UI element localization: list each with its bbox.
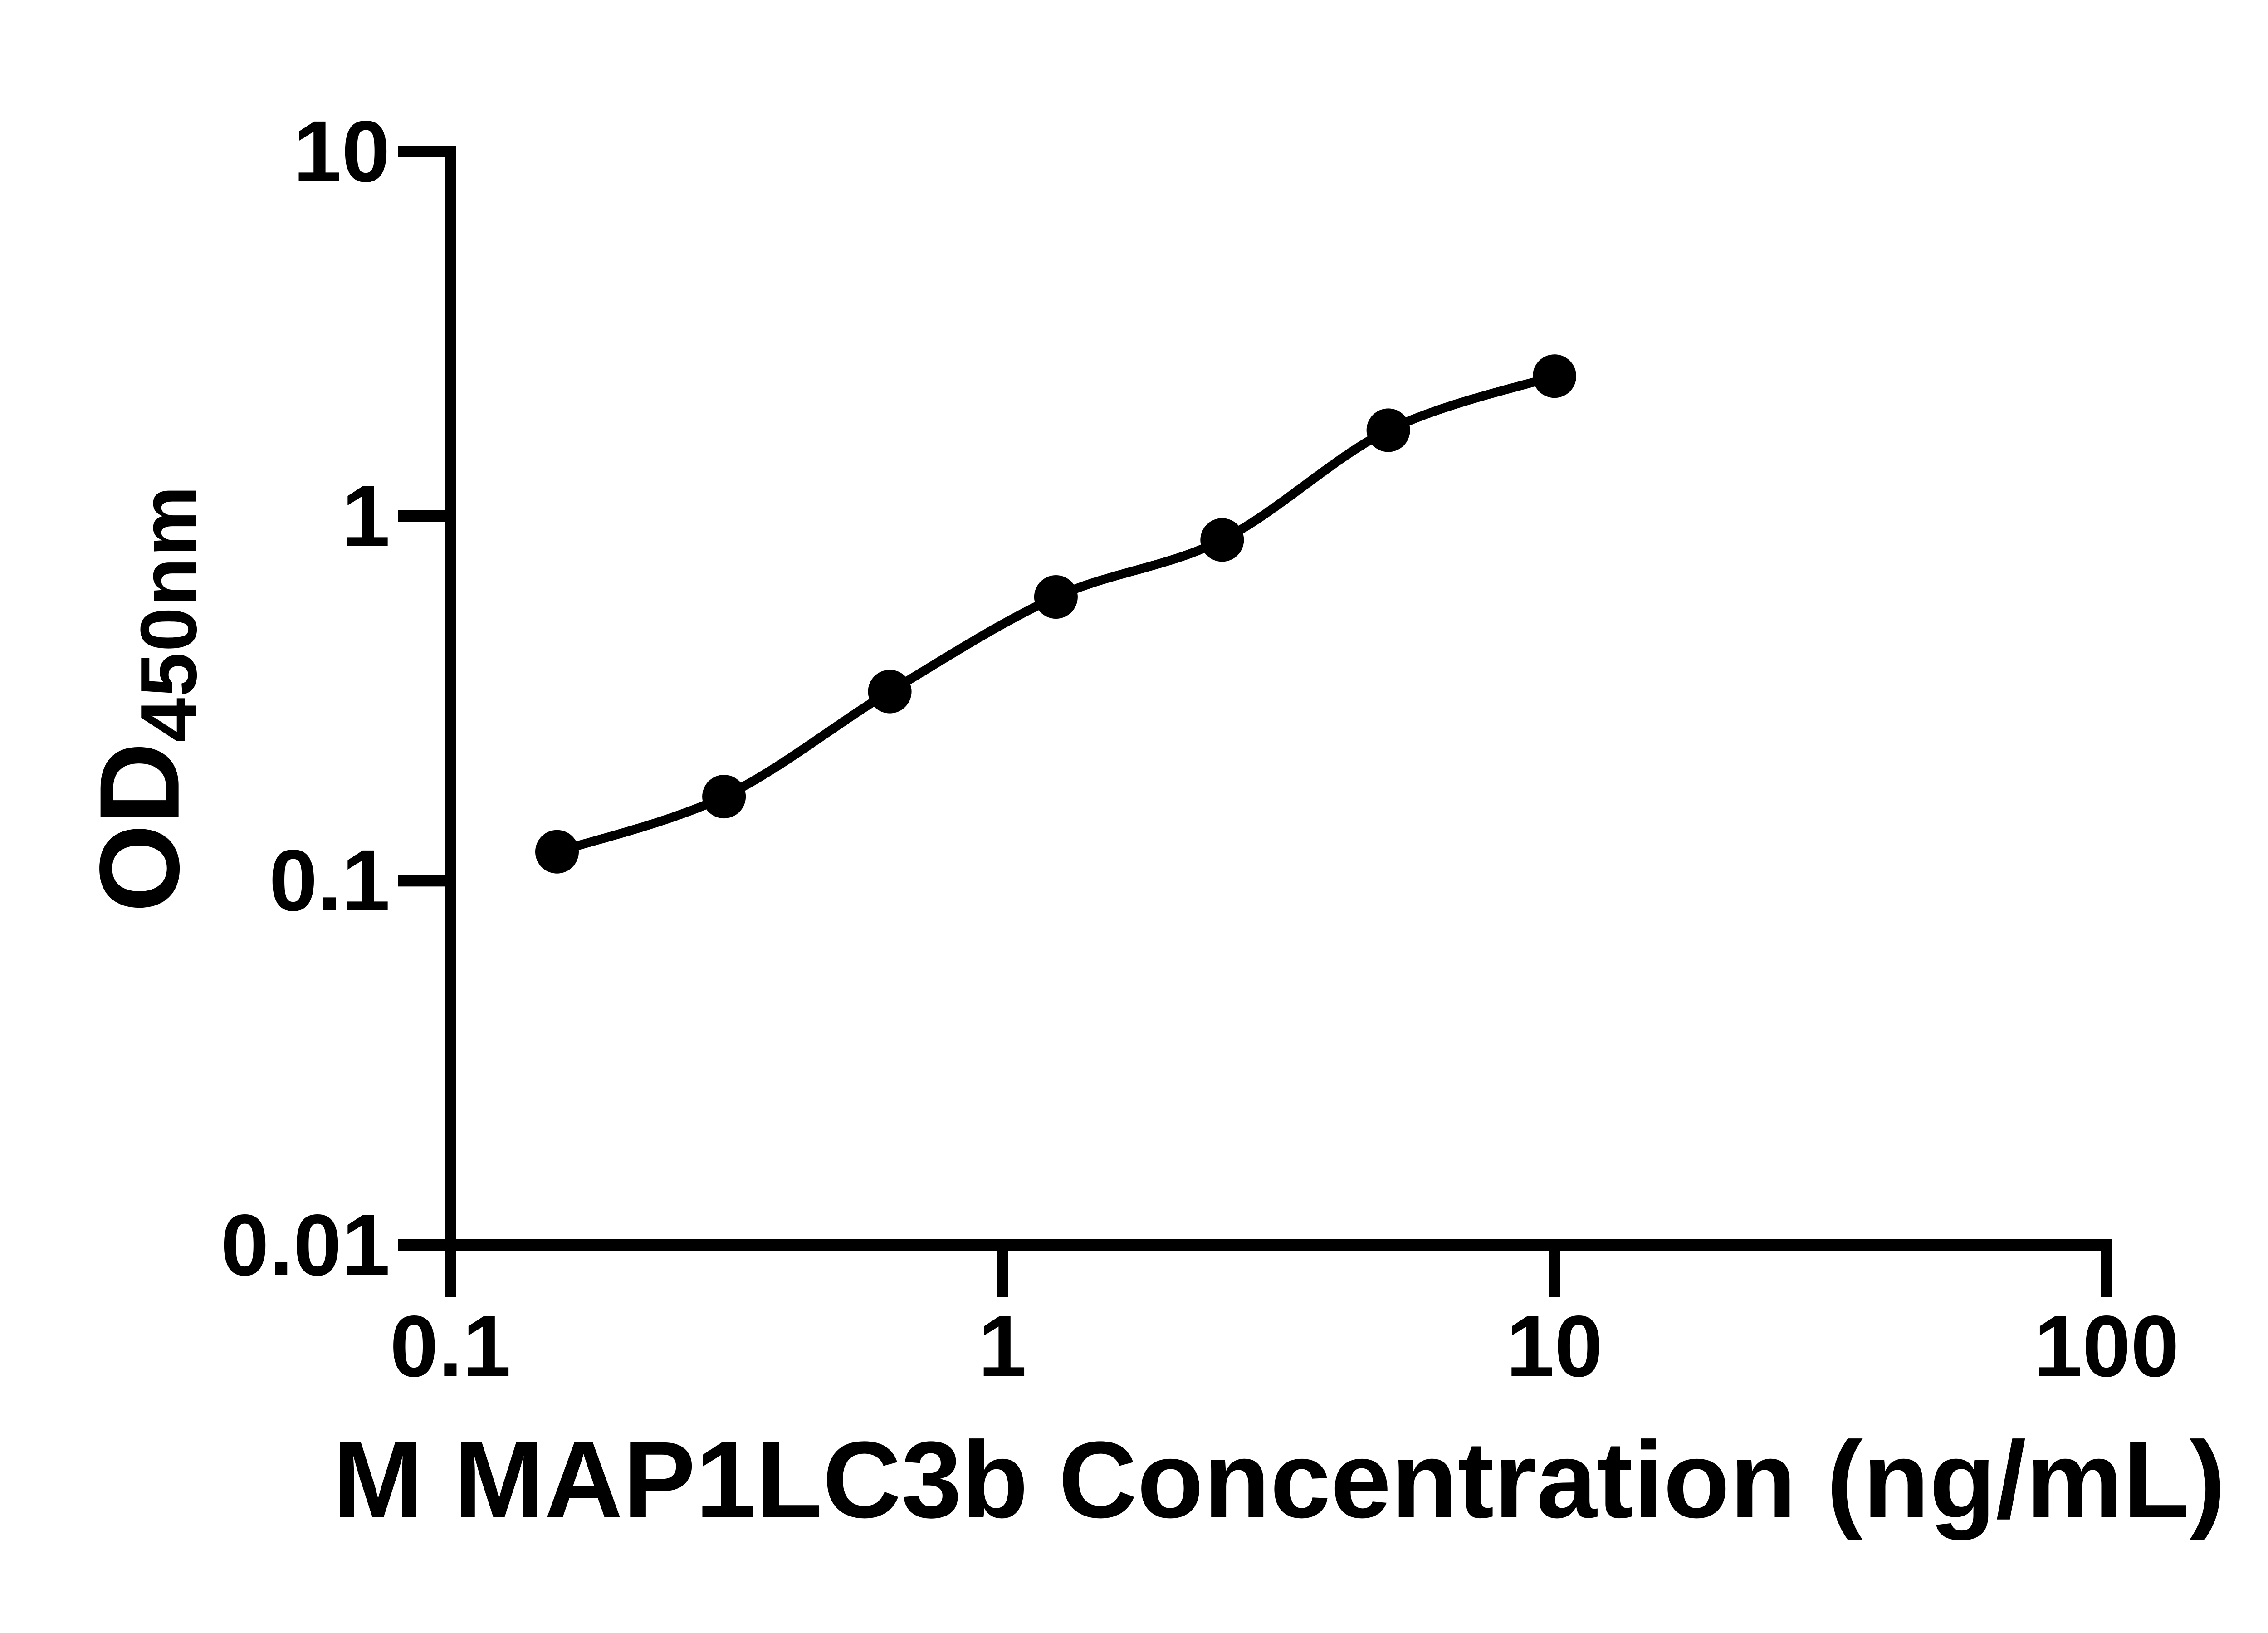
- data-point-marker: [1200, 518, 1244, 562]
- x-tick-label: 1: [978, 1297, 1027, 1395]
- y-tick-mark: [398, 875, 456, 887]
- x-tick-label: 10: [1506, 1297, 1603, 1395]
- y-axis-title: OD450nm: [76, 484, 226, 913]
- y-axis-title-subscript: 450nm: [124, 484, 214, 743]
- x-tick-mark: [997, 1239, 1008, 1297]
- x-axis-title: M MAP1LC3b Concentration (ng/mL): [332, 1419, 2226, 1540]
- x-tick-label: 100: [2033, 1297, 2180, 1395]
- y-tick-label: 0.01: [220, 1196, 390, 1294]
- y-tick-mark: [398, 146, 456, 157]
- data-point-marker: [868, 670, 912, 714]
- y-tick-label: 0.1: [269, 831, 390, 929]
- y-tick-label: 10: [293, 103, 390, 200]
- y-tick-label: 1: [342, 467, 390, 565]
- y-tick-mark: [398, 510, 456, 522]
- y-axis-tick-labels: 10 1 0.1 0.01: [0, 0, 390, 1633]
- x-axis-line: [445, 1239, 2112, 1251]
- data-point-marker: [1366, 408, 1410, 452]
- data-point-marker: [702, 775, 746, 819]
- x-tick-mark: [2101, 1239, 2112, 1297]
- data-point-marker: [535, 830, 579, 874]
- x-tick-label: 0.1: [390, 1297, 511, 1395]
- x-tick-mark: [1549, 1239, 1560, 1297]
- data-point-marker: [1034, 575, 1078, 619]
- y-axis-title-main: OD: [76, 742, 203, 913]
- data-point-marker: [1533, 354, 1576, 398]
- y-axis-line: [445, 146, 456, 1251]
- x-tick-mark: [445, 1239, 456, 1297]
